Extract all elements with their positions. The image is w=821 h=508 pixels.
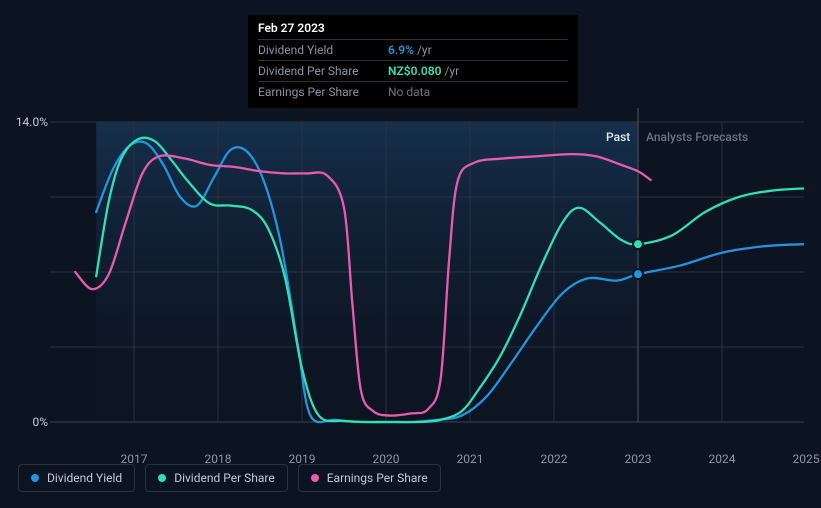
tooltip-row: Dividend Yield 6.9% /yr	[258, 39, 568, 60]
legend-dot	[311, 474, 319, 482]
tooltip-value: No data	[388, 85, 430, 99]
x-axis-label: 2025	[793, 452, 820, 466]
forecast-label: Analysts Forecasts	[646, 130, 748, 144]
legend-dot	[31, 474, 39, 482]
legend-label: Earnings Per Share	[327, 471, 428, 485]
tooltip-unit: /yr	[417, 43, 432, 57]
past-label: Past	[606, 130, 630, 144]
tooltip-unit: /yr	[444, 64, 459, 78]
x-axis-label: 2024	[709, 452, 736, 466]
tooltip-label: Dividend Per Share	[258, 64, 388, 78]
tooltip-label: Earnings Per Share	[258, 85, 388, 99]
legend-label: Dividend Yield	[47, 471, 122, 485]
tooltip-date: Feb 27 2023	[258, 21, 568, 39]
legend-dot	[158, 474, 166, 482]
chart-svg	[18, 108, 804, 448]
tooltip-value: NZ$0.080	[388, 64, 441, 78]
legend-item-dividend-yield[interactable]: Dividend Yield	[18, 464, 135, 492]
tooltip: Feb 27 2023 Dividend Yield 6.9% /yr Divi…	[248, 15, 578, 108]
legend-item-earnings-per-share[interactable]: Earnings Per Share	[298, 464, 441, 492]
x-axis-label: 2023	[625, 452, 652, 466]
legend-label: Dividend Per Share	[174, 471, 275, 485]
tooltip-value: 6.9%	[388, 43, 414, 57]
x-axis-label: 2021	[457, 452, 484, 466]
tooltip-label: Dividend Yield	[258, 43, 388, 57]
x-axis-label: 2022	[541, 452, 568, 466]
tooltip-row: Dividend Per Share NZ$0.080 /yr	[258, 60, 568, 81]
legend: Dividend Yield Dividend Per Share Earnin…	[18, 464, 441, 492]
chart-area[interactable]: 14.0%0%201720182019202020212022202320242…	[18, 108, 804, 448]
tooltip-row: Earnings Per Share No data	[258, 81, 568, 102]
legend-item-dividend-per-share[interactable]: Dividend Per Share	[145, 464, 288, 492]
y-axis-label: 14.0%	[16, 115, 48, 129]
y-axis-label: 0%	[32, 415, 48, 429]
